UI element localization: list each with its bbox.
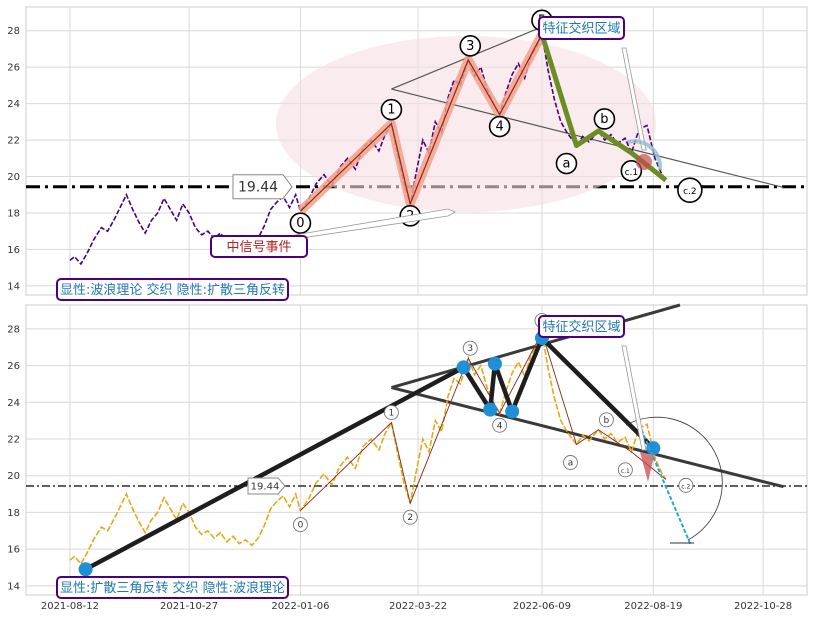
wave-label: 1 (389, 408, 395, 418)
y-tick-label: 18 (7, 208, 20, 219)
pattern-label: 显性:扩散三角反转 交织 隐性:波浪理论 (60, 580, 285, 596)
wave-marker (292, 517, 308, 533)
wave-label: 4 (495, 120, 503, 135)
triangle-point (483, 402, 498, 417)
y-tick-label: 26 (7, 63, 20, 74)
zone-arrow (621, 345, 647, 451)
signal-label-box (210, 235, 308, 258)
pattern-label-box (56, 576, 289, 599)
wave-marker (289, 212, 312, 234)
zone-label: 特征交织区域 (542, 319, 620, 335)
wave-label: 0 (298, 521, 304, 531)
wave-label: c.2 (683, 187, 697, 197)
triangle-point (505, 404, 520, 419)
pattern-label-box (56, 278, 289, 301)
triangle-point (78, 562, 93, 577)
plot-area (25, 304, 808, 596)
wave-marker (402, 509, 418, 525)
x-tick-label: 2022-01-06 (271, 601, 329, 612)
wave-marker (677, 177, 703, 203)
wave-marker (563, 455, 578, 470)
x-tick-label: 2021-08-12 (41, 601, 99, 612)
wave-label: b (600, 112, 608, 127)
wave-marker (555, 152, 578, 175)
wave-label: 3 (466, 39, 474, 54)
wave-marker (598, 412, 614, 428)
bottom-panel: 1416182022242628012345abc.1c.219.44特征交织区… (7, 303, 808, 599)
y-tick-label: 16 (7, 545, 20, 556)
y-tick-label: 14 (7, 281, 20, 292)
impulse-line (300, 34, 543, 212)
wave-label: c.2 (681, 483, 690, 490)
y-tick-label: 24 (7, 99, 20, 110)
y-tick-label: 28 (7, 26, 20, 37)
x-tick-label: 2022-10-28 (734, 601, 792, 612)
projection-arc (625, 416, 723, 541)
y-tick-label: 18 (7, 508, 20, 519)
top-panel: 1416182022242628012345abc.1c.219.44特征交织区… (7, 6, 808, 301)
wave-label: 2 (407, 513, 413, 523)
wave-label: 3 (467, 344, 473, 354)
wave-marker (383, 405, 399, 420)
x-axis: 2021-08-12 2021-10-27 2022-01-06 2022-03-22… (41, 601, 792, 612)
y-tick-label: 28 (7, 324, 20, 335)
signal-label: 中信号事件 (226, 240, 291, 255)
price-callout (232, 174, 293, 200)
wave-label: b (604, 416, 610, 426)
wave-line (300, 331, 667, 511)
pattern-label: 显性:波浪理论 交织 隐性:扩散三角反转 (60, 282, 285, 298)
y-tick-label: 22 (7, 434, 20, 445)
wave-marker (678, 477, 694, 493)
triangle-point (487, 356, 502, 371)
triangle-point (646, 441, 661, 456)
price-callout (247, 477, 286, 495)
y-tick-label: 22 (7, 136, 20, 147)
projection-line (638, 423, 692, 546)
wave-marker (459, 35, 482, 57)
wave-marker (593, 108, 616, 130)
y-tick-label: 20 (7, 172, 20, 183)
y-tick-label: 16 (7, 245, 20, 256)
wave-label: 0 (296, 216, 304, 231)
reversal-arc (627, 139, 663, 171)
wave-marker (488, 115, 511, 138)
wave-marker (620, 160, 643, 182)
x-tick-label: 2022-06-09 (513, 601, 571, 612)
wave-label: c.1 (625, 168, 639, 178)
wave-label: a (562, 157, 570, 172)
wave-label: a (568, 458, 574, 468)
zone-arrow (621, 47, 647, 151)
wave-label: c.1 (621, 468, 630, 475)
x-tick-label: 2021-10-27 (160, 601, 218, 612)
y-tick-label: 20 (7, 471, 20, 482)
reversal-triangle (640, 452, 654, 482)
price-line (69, 329, 667, 566)
price-callout-label: 19.44 (251, 481, 280, 492)
wave-marker (380, 98, 403, 121)
price-callout-label: 19.44 (238, 180, 278, 196)
x-tick-label: 2022-08-19 (624, 601, 682, 612)
x-tick-label: 2022-03-22 (389, 601, 447, 612)
zone-label: 特征交织区域 (542, 21, 620, 37)
wave-label: 4 (497, 421, 503, 431)
wave-marker (492, 417, 508, 433)
wave-marker (617, 462, 633, 478)
wave-marker (462, 340, 478, 356)
wave-label: 1 (387, 103, 395, 118)
triangle-point (456, 360, 471, 375)
y-tick-label: 24 (7, 398, 20, 409)
reversal-dot (636, 154, 652, 170)
y-tick-label: 26 (7, 361, 20, 372)
y-tick-label: 14 (7, 581, 20, 592)
zone-label-box (538, 315, 625, 338)
zone-label-box (538, 16, 625, 40)
